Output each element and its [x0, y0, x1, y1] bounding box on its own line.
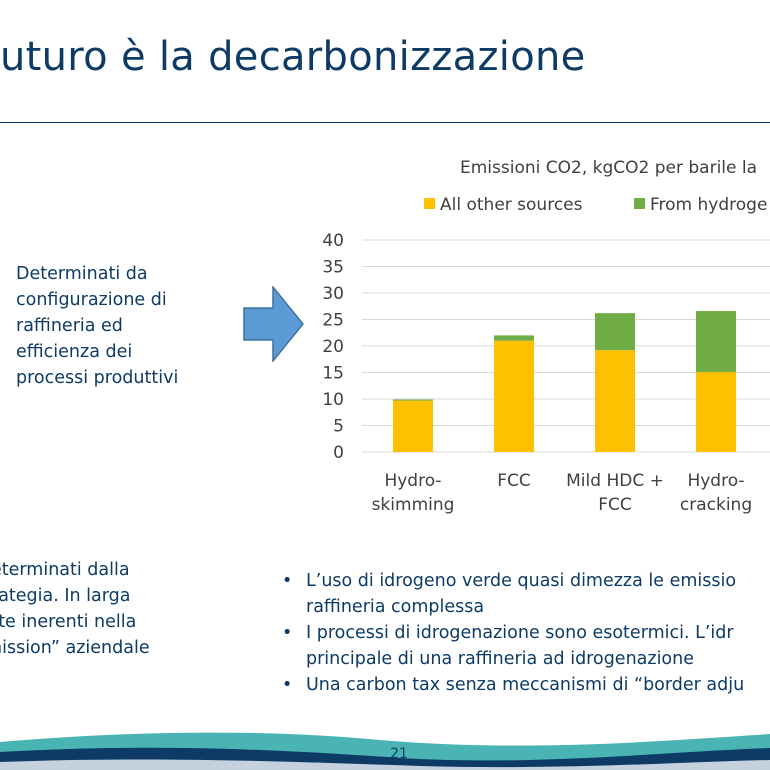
bullet-line: Una carbon tax senza meccanismi di “bord…	[306, 675, 745, 695]
x-category-label: Hydro-	[687, 471, 744, 491]
x-category-label: skimming	[372, 495, 455, 515]
left-text-line: configurazione di	[16, 290, 167, 310]
bullet-line: principale di una raffineria ad idrogena…	[306, 649, 694, 669]
x-category-label: cracking	[680, 495, 752, 515]
y-tick-label: 15	[322, 364, 344, 384]
x-category-label: FCC	[598, 495, 632, 515]
slide-title: uturo è la decarbonizzazione	[0, 34, 586, 80]
chart-title: Emissioni CO2, kgCO2 per barile la	[460, 158, 757, 178]
left-text2-line: rategia. In larga	[0, 586, 131, 606]
y-tick-label: 25	[322, 311, 344, 331]
legend-swatch-hydrogen	[634, 198, 645, 209]
right-arrow-icon	[243, 286, 304, 362]
y-tick-label: 40	[322, 231, 344, 251]
x-category-label: FCC	[497, 471, 531, 491]
footer-wave-decoration	[0, 732, 770, 770]
legend-label-hydrogen: From hydroge	[650, 195, 767, 215]
y-tick-label: 0	[333, 443, 344, 463]
bullet-item: Una carbon tax senza meccanismi di “bord…	[282, 672, 744, 698]
y-tick-label: 10	[322, 390, 344, 410]
bullet-item: I processi di idrogenazione sono esoterm…	[282, 620, 744, 672]
bullet-item: L’uso di idrogeno verde quasi dimezza le…	[282, 568, 744, 620]
bar-from-hydrogen	[494, 335, 534, 341]
bullet-line: I processi di idrogenazione sono esoterm…	[306, 623, 734, 643]
chart-legend: All other sources From hydroge	[424, 195, 767, 215]
legend-label-other-sources: All other sources	[440, 195, 583, 215]
y-tick-label: 5	[333, 417, 344, 437]
page-number: 21	[390, 746, 408, 762]
left-text-line: efficienza dei	[16, 342, 133, 362]
left-text2-line: rte inerenti nella	[0, 612, 137, 632]
x-category-label: Mild HDC +	[566, 471, 664, 491]
left-text-box: Determinati da configurazione di raffine…	[16, 261, 178, 391]
bullet-line: raffineria complessa	[306, 597, 485, 617]
left-text2-line: eterminati dalla	[0, 560, 130, 580]
bar-from-hydrogen	[393, 399, 433, 401]
bar-other-sources	[494, 340, 534, 452]
bar-other-sources	[696, 371, 736, 452]
left-text-line: processi produttivi	[16, 368, 179, 388]
bar-from-hydrogen	[696, 311, 736, 372]
left-text-line: raffineria ed	[16, 316, 123, 336]
left-text2-line: nission” aziendale	[0, 638, 150, 658]
bar-other-sources	[595, 350, 635, 452]
bar-other-sources	[393, 400, 433, 452]
bullet-line: L’uso di idrogeno verde quasi dimezza le…	[306, 571, 737, 591]
x-category-label: Hydro-	[384, 471, 441, 491]
left-text-box-2: eterminati dalla rategia. In larga rte i…	[0, 557, 150, 661]
left-text-line: Determinati da	[16, 264, 148, 284]
y-tick-label: 30	[322, 284, 344, 304]
title-divider	[0, 122, 770, 123]
y-tick-label: 20	[322, 337, 344, 357]
bullet-list: L’uso di idrogeno verde quasi dimezza le…	[282, 568, 744, 698]
bar-from-hydrogen	[595, 313, 635, 351]
legend-swatch-other-sources	[424, 198, 435, 209]
y-tick-label: 35	[322, 258, 344, 278]
emissions-chart: Emissioni CO2, kgCO2 per barile la All o…	[322, 158, 770, 515]
